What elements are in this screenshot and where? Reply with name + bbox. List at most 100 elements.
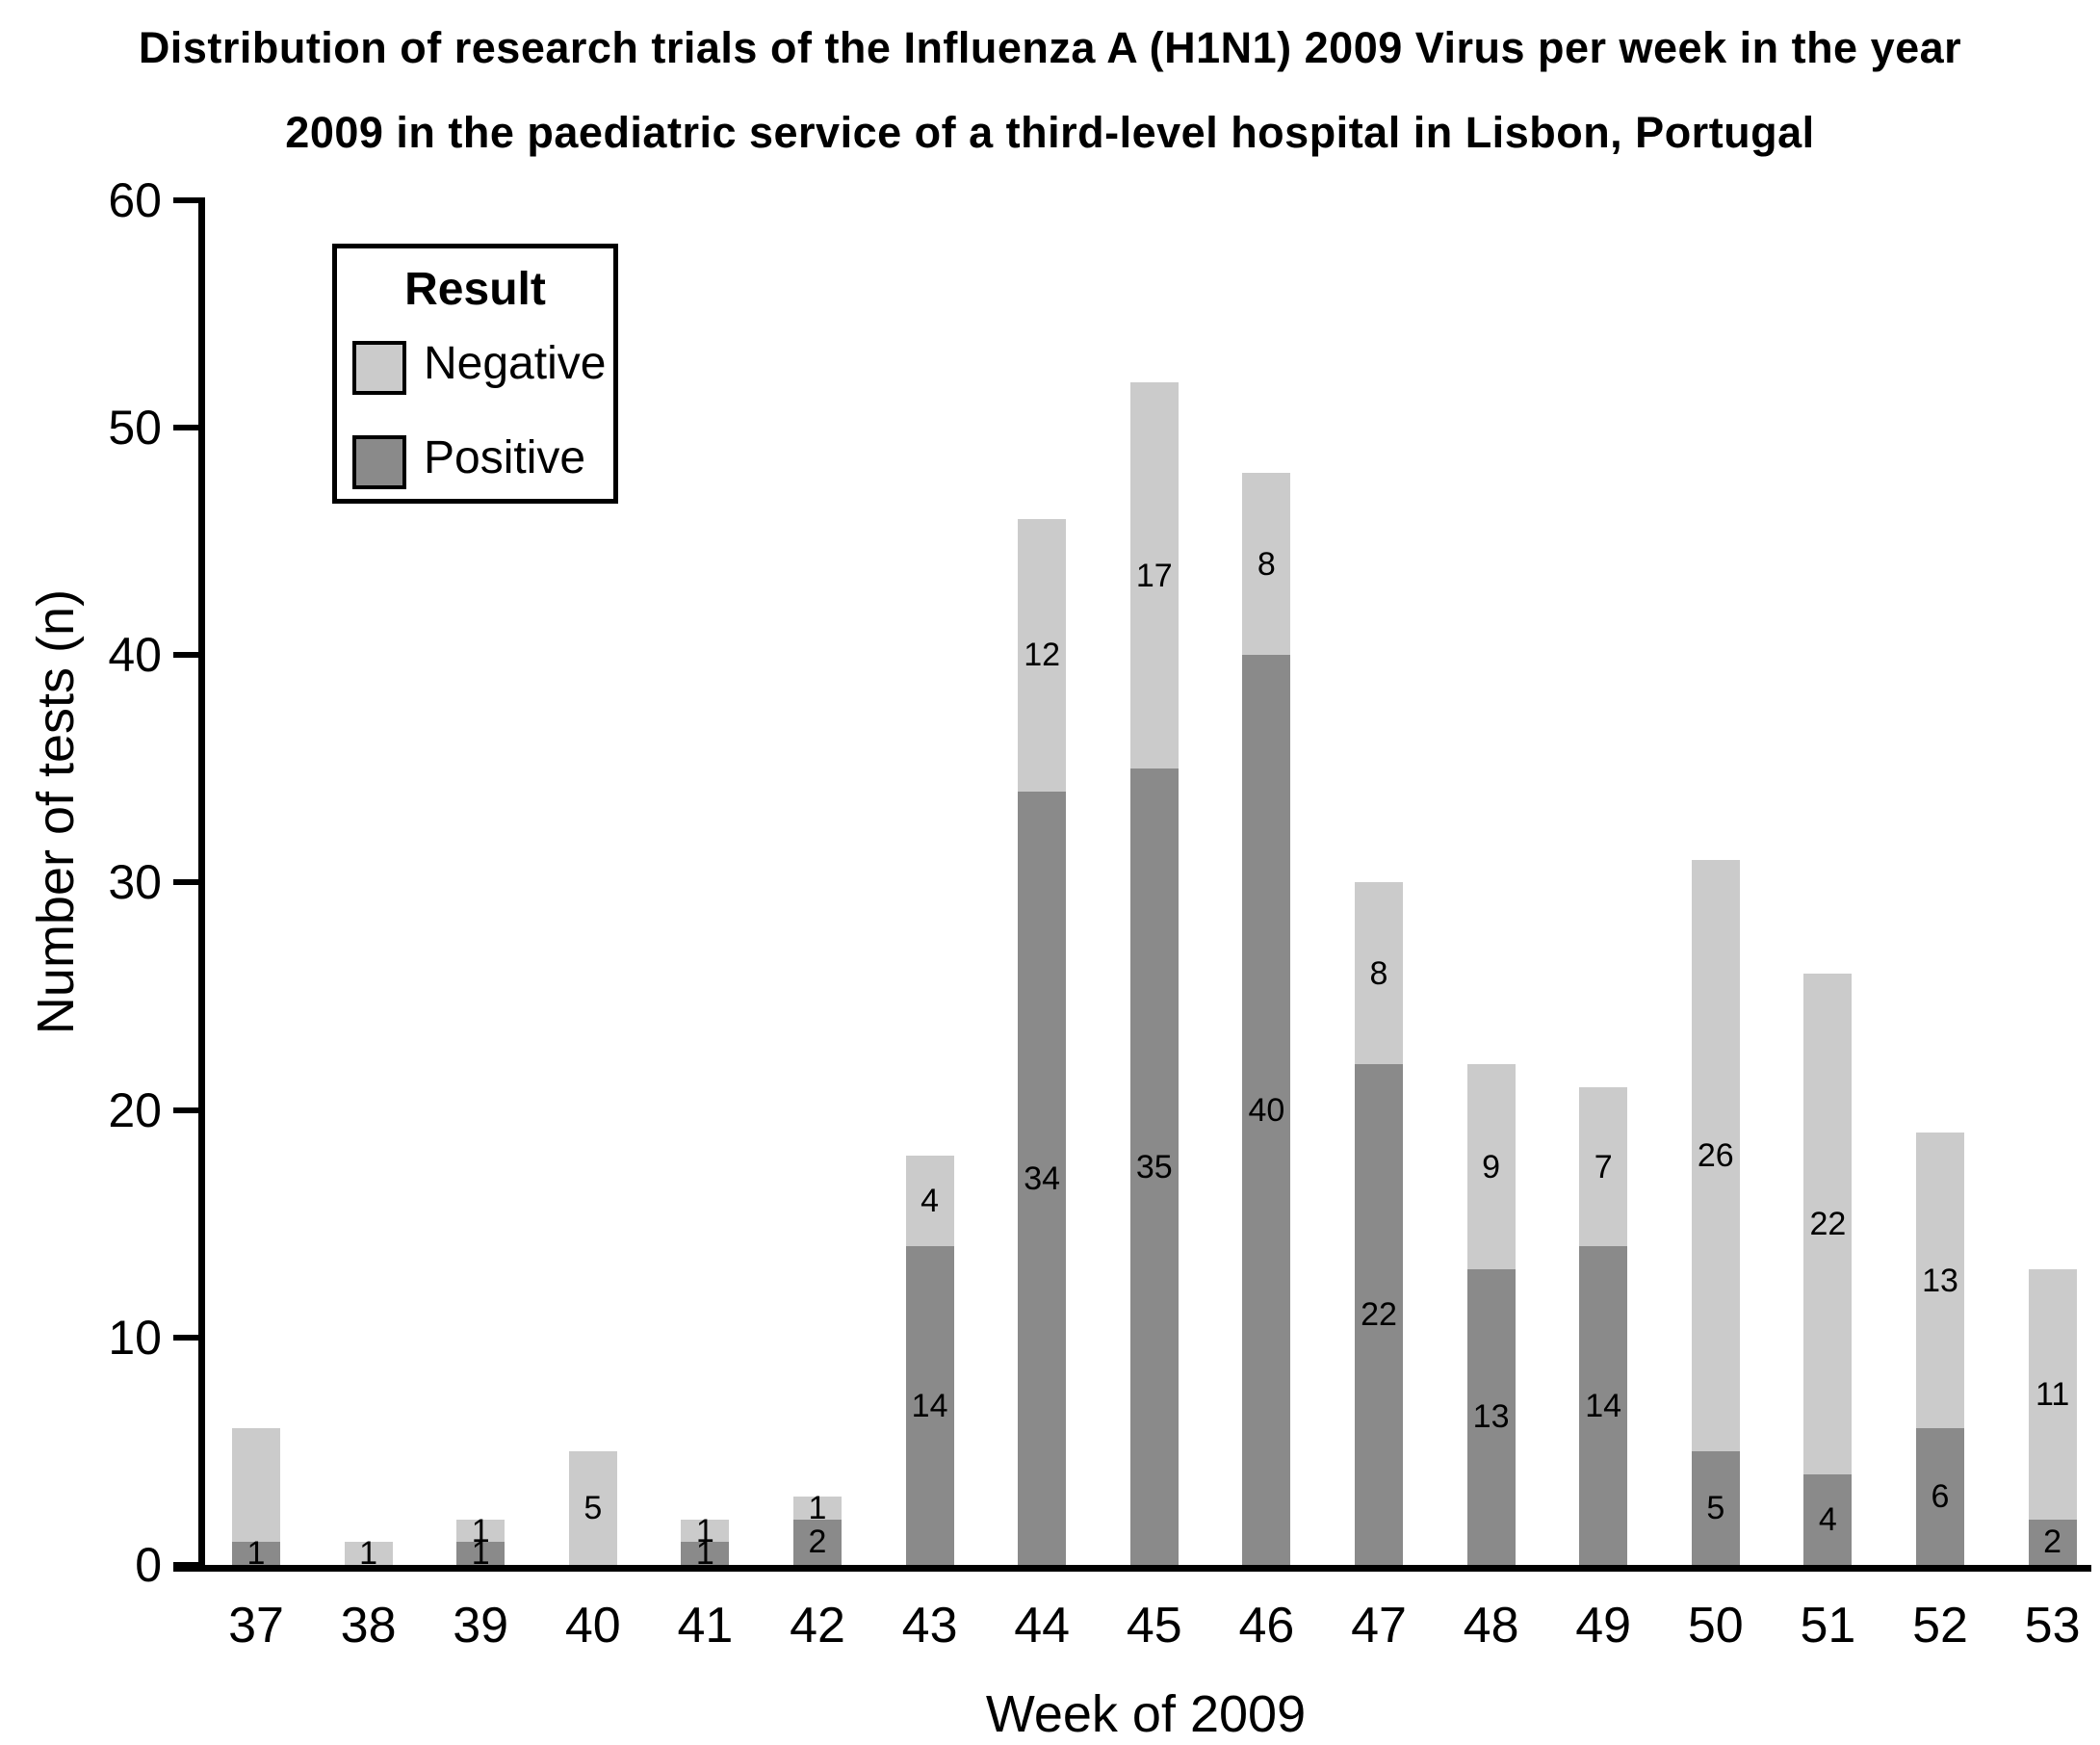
bar-value-label-negative-week-49: 7	[1594, 1148, 1613, 1185]
bar-value-label-negative-week-40: 5	[583, 1489, 603, 1526]
bar-value-label-positive-week-39: 1	[471, 1535, 490, 1573]
y-tick-mark-10	[173, 1334, 198, 1341]
bar-segment-positive-week-53	[2028, 1519, 2077, 1565]
bar-segment-negative-week-52	[1916, 1133, 1964, 1429]
y-tick-label-50: 50	[108, 401, 162, 456]
bar-value-label-positive-week-41: 1	[695, 1535, 714, 1573]
bar-value-label-positive-week-47: 22	[1361, 1296, 1397, 1334]
y-tick-mark-20	[173, 1107, 198, 1113]
bar-value-label-negative-week-52: 13	[1922, 1262, 1958, 1299]
bar-value-label-negative-week-51: 22	[1809, 1205, 1847, 1242]
bar-value-label-negative-week-50: 26	[1697, 1136, 1734, 1174]
bar-segment-negative-week-43	[905, 1155, 954, 1247]
y-tick-mark-40	[173, 652, 198, 659]
bar-segment-positive-week-49	[1579, 1246, 1628, 1565]
legend-swatch-positive	[352, 435, 406, 489]
x-tick-label-38: 38	[340, 1598, 397, 1654]
y-tick-label-30: 30	[108, 855, 162, 910]
bar-value-label-positive-week-44: 34	[1024, 1159, 1061, 1197]
bar-segment-positive-week-52	[1916, 1428, 1964, 1565]
bar-segment-positive-week-37	[232, 1542, 280, 1565]
bar-value-label-positive-week-49: 14	[1585, 1387, 1622, 1424]
y-tick-mark-60	[173, 196, 198, 203]
y-tick-mark-30	[173, 879, 198, 886]
bar-value-label-negative-week-39: 1	[471, 1512, 490, 1550]
x-tick-label-50: 50	[1687, 1598, 1744, 1654]
x-tick-label-41: 41	[677, 1598, 734, 1654]
x-tick-label-39: 39	[453, 1598, 509, 1654]
legend-swatch-negative	[352, 341, 406, 395]
bar-segment-negative-week-53	[2028, 1268, 2077, 1520]
bar-value-label-positive-week-42: 2	[808, 1524, 827, 1561]
x-tick-label-37: 37	[228, 1598, 284, 1654]
bar-segment-negative-week-42	[793, 1497, 842, 1520]
bar-segment-positive-week-43	[905, 1246, 954, 1565]
x-tick-label-47: 47	[1351, 1598, 1407, 1654]
bar-value-label-negative-week-38: 1	[359, 1535, 378, 1573]
bar-value-label-positive-week-37: 1	[246, 1535, 266, 1573]
x-tick-label-49: 49	[1575, 1598, 1632, 1654]
bar-value-label-negative-week-43: 4	[920, 1183, 940, 1220]
bar-segment-negative-week-41	[681, 1519, 730, 1543]
bar-segment-negative-week-37	[232, 1428, 280, 1543]
x-tick-label-52: 52	[1912, 1598, 1968, 1654]
bar-segment-negative-week-39	[456, 1519, 506, 1543]
x-tick-label-46: 46	[1238, 1598, 1295, 1654]
bar-segment-positive-week-51	[1803, 1473, 1853, 1565]
bar-value-label-positive-week-51: 4	[1818, 1500, 1837, 1538]
bar-value-label-positive-week-46: 40	[1248, 1091, 1285, 1129]
y-tick-mark-0	[173, 1562, 198, 1568]
x-tick-label-42: 42	[790, 1598, 845, 1654]
legend-label-negative: Negative	[424, 338, 607, 389]
bar-segment-positive-week-47	[1355, 1064, 1403, 1565]
bar-value-label-negative-week-46: 8	[1257, 545, 1276, 583]
legend-label-positive: Positive	[424, 432, 586, 483]
bar-segment-positive-week-50	[1691, 1450, 1740, 1565]
x-tick-label-45: 45	[1126, 1598, 1182, 1654]
bar-value-label-negative-week-42: 1	[808, 1489, 827, 1526]
legend-title: Result	[404, 264, 546, 315]
bar-value-label-positive-week-45: 35	[1135, 1148, 1173, 1185]
bar-segment-positive-week-42	[793, 1519, 842, 1565]
x-axis-line	[173, 1565, 2091, 1572]
bar-segment-negative-week-46	[1242, 473, 1291, 656]
x-tick-label-40: 40	[564, 1598, 621, 1654]
y-axis-line	[198, 197, 205, 1569]
bar-segment-positive-week-44	[1018, 792, 1067, 1565]
bar-value-label-negative-week-48: 9	[1482, 1148, 1501, 1185]
bar-segment-positive-week-48	[1466, 1268, 1516, 1565]
y-tick-label-40: 40	[108, 628, 162, 683]
x-tick-label-53: 53	[2024, 1598, 2081, 1654]
bar-value-label-positive-week-48: 13	[1472, 1398, 1510, 1436]
bar-value-label-negative-week-47: 8	[1369, 954, 1388, 992]
bar-value-label-positive-week-53: 2	[2043, 1524, 2062, 1561]
y-tick-label-10: 10	[108, 1310, 162, 1365]
bar-value-label-negative-week-44: 12	[1024, 637, 1061, 674]
bar-segment-negative-week-49	[1579, 1087, 1628, 1247]
chart-title: Distribution of research trials of the I…	[0, 6, 2100, 175]
bar-value-label-positive-week-50: 5	[1706, 1489, 1725, 1526]
bar-segment-negative-week-50	[1691, 859, 1740, 1451]
bar-segment-negative-week-51	[1803, 973, 1853, 1474]
x-tick-label-43: 43	[901, 1598, 958, 1654]
x-tick-label-44: 44	[1014, 1598, 1071, 1654]
bar-segment-positive-week-39	[456, 1542, 506, 1565]
bar-segment-positive-week-41	[681, 1542, 730, 1565]
x-axis-title: Week of 2009	[985, 1685, 1307, 1743]
chart-title-line-2: 2009 in the paediatric service of a thir…	[285, 108, 1815, 157]
bar-value-label-negative-week-45: 17	[1135, 557, 1173, 594]
bar-segment-positive-week-46	[1242, 655, 1291, 1565]
legend: Result Negative Positive	[332, 244, 618, 504]
bar-value-label-negative-week-53: 11	[2035, 1375, 2070, 1413]
bar-segment-negative-week-38	[344, 1542, 393, 1565]
chart-title-line-1: Distribution of research trials of the I…	[138, 23, 1962, 72]
x-tick-label-51: 51	[1800, 1598, 1856, 1654]
bar-segment-negative-week-45	[1129, 381, 1179, 769]
bar-segment-negative-week-48	[1466, 1064, 1516, 1269]
x-tick-label-48: 48	[1463, 1598, 1519, 1654]
bar-segment-positive-week-45	[1129, 768, 1179, 1565]
bar-value-label-negative-week-41: 1	[695, 1512, 714, 1550]
y-tick-label-0: 0	[135, 1538, 162, 1592]
y-tick-label-60: 60	[108, 172, 162, 227]
